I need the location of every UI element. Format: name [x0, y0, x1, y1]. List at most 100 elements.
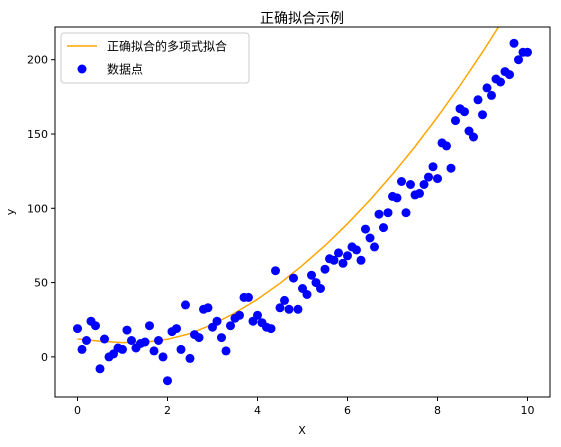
x-tick-label: 8 — [434, 404, 441, 417]
data-point — [397, 177, 406, 186]
data-point — [307, 270, 316, 280]
data-point — [509, 38, 519, 48]
data-point — [334, 248, 343, 258]
data-point — [401, 208, 411, 218]
data-point — [338, 258, 348, 268]
x-axis: 0 2 4 6 8 10 — [74, 397, 535, 417]
x-tick-label: 10 — [521, 404, 535, 417]
y-tick-label: 200 — [27, 54, 48, 67]
data-point — [352, 245, 361, 255]
data-point — [289, 273, 298, 283]
data-point — [320, 264, 330, 274]
data-point — [172, 324, 181, 334]
data-point — [392, 193, 402, 203]
y-tick-label: 150 — [27, 128, 48, 141]
data-point — [244, 292, 253, 302]
data-point — [419, 180, 429, 189]
x-tick-label: 4 — [254, 404, 261, 417]
data-point — [140, 337, 150, 347]
x-axis-label: X — [298, 424, 306, 437]
data-point — [77, 344, 87, 354]
data-point — [469, 132, 478, 142]
data-point — [406, 180, 415, 189]
data-point — [226, 321, 235, 331]
data-point — [149, 346, 159, 356]
data-point — [433, 174, 442, 184]
data-point — [329, 255, 339, 265]
data-point — [302, 290, 312, 299]
data-point — [284, 304, 294, 314]
data-point — [100, 334, 109, 344]
data-point — [361, 224, 370, 234]
data-point — [383, 208, 393, 218]
data-point — [212, 316, 222, 326]
data-point — [428, 162, 438, 172]
data-point — [280, 295, 289, 305]
data-point — [370, 242, 379, 252]
x-tick-label: 6 — [344, 404, 351, 417]
data-point — [293, 304, 303, 314]
data-point — [271, 266, 280, 276]
data-point — [194, 333, 204, 343]
data-point — [266, 324, 276, 334]
data-point — [118, 344, 127, 354]
legend: 正确拟合的多项式拟合 数据点 — [60, 32, 250, 84]
y-tick-label: 0 — [41, 351, 48, 364]
data-point — [203, 303, 213, 313]
data-point — [275, 303, 285, 313]
fit-line — [77, 27, 500, 344]
data-point — [316, 284, 325, 293]
data-point — [415, 188, 424, 198]
x-tick-label: 0 — [74, 404, 81, 417]
legend-label-points: 数据点 — [107, 62, 143, 77]
data-point — [221, 346, 231, 356]
data-point — [253, 310, 262, 320]
x-tick-label: 2 — [164, 404, 171, 417]
data-point — [145, 321, 154, 331]
data-point — [235, 310, 244, 320]
data-point — [460, 107, 469, 117]
data-point — [154, 336, 163, 345]
y-tick-label: 100 — [27, 202, 48, 215]
data-point — [379, 223, 388, 233]
data-point — [496, 77, 505, 87]
data-point — [523, 47, 532, 57]
data-point — [185, 353, 195, 363]
legend-label-fit: 正确拟合的多项式拟合 — [107, 39, 227, 54]
data-point — [514, 55, 523, 65]
data-point — [82, 336, 91, 345]
data-point — [365, 233, 375, 243]
legend-box — [60, 32, 250, 84]
data-point — [487, 90, 496, 100]
axes-frame — [54, 26, 551, 398]
plot-area — [73, 27, 532, 386]
y-tick-label: 50 — [34, 277, 48, 290]
data-point — [356, 255, 366, 265]
y-axis: 0 50 100 150 200 — [27, 54, 55, 364]
data-point — [451, 116, 460, 126]
chart-title: 正确拟合示例 — [260, 11, 344, 27]
data-point — [478, 110, 487, 120]
data-point — [163, 376, 172, 386]
data-point — [127, 336, 136, 345]
data-point — [122, 325, 132, 335]
data-point — [73, 324, 82, 334]
data-point — [217, 333, 226, 343]
data-point — [374, 209, 384, 219]
data-point — [473, 95, 483, 105]
data-point — [343, 251, 352, 261]
data-point — [158, 352, 168, 362]
data-point — [95, 364, 105, 374]
data-point — [181, 300, 190, 310]
data-point — [446, 163, 456, 173]
legend-dot-swatch — [77, 64, 87, 74]
data-point — [91, 321, 100, 331]
data-point — [176, 344, 186, 354]
data-point — [442, 141, 451, 151]
data-point — [505, 70, 514, 80]
data-point — [424, 172, 433, 182]
data-point — [482, 83, 492, 93]
y-axis-label: y — [4, 208, 17, 215]
